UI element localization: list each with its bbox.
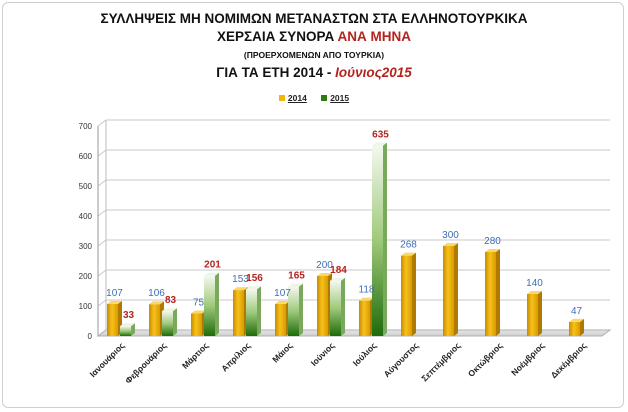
y-tick-label: 200 xyxy=(79,272,93,281)
data-label-2014: 140 xyxy=(526,278,543,289)
gridline-side xyxy=(97,119,107,127)
data-label-2014: 268 xyxy=(400,240,417,251)
bar-2014 xyxy=(233,287,248,336)
data-label-2014: 107 xyxy=(274,288,291,299)
data-label-2014: 153 xyxy=(232,274,249,285)
bar-2014 xyxy=(317,273,332,336)
x-tick-label: Ιανουάριος xyxy=(88,340,127,379)
x-tick-label: Μάρτιος xyxy=(180,340,211,371)
bar-2015 xyxy=(204,272,219,336)
data-label-2015: 201 xyxy=(204,260,221,271)
chart-title-line-4-red: Ιούνιος2015 xyxy=(335,65,412,80)
data-label-2014: 75 xyxy=(193,298,205,309)
bar-2014 xyxy=(191,310,206,336)
bar-2014 xyxy=(401,252,416,336)
legend-swatch-2014 xyxy=(278,94,285,101)
bar-2014 xyxy=(527,291,542,336)
bar-2015 xyxy=(162,308,177,336)
data-label-2015: 156 xyxy=(246,273,263,284)
chart-floor xyxy=(96,329,612,337)
x-tick-label: Φεβρουάριος xyxy=(123,340,169,386)
data-label-2014: 106 xyxy=(148,288,165,299)
y-tick-label: 400 xyxy=(79,212,93,221)
data-label-2015: 83 xyxy=(165,295,177,306)
data-label-2015: 33 xyxy=(123,310,135,321)
x-tick-label: Δεκέμβριος xyxy=(549,340,589,380)
bar-2015 xyxy=(288,283,303,336)
gridline-side xyxy=(97,149,107,157)
chart-title-line-4: ΓΙΑ ΤΑ ΕΤΗ 2014 - Ιούνιος2015 xyxy=(0,65,628,80)
chart-subtitle: (ΠΡΟΕΡΧΟΜΕΝΩΝ ΑΠΟ ΤΟΥΡΚΙΑ) xyxy=(243,50,385,60)
bar-2014 xyxy=(443,243,458,336)
data-label-2015: 184 xyxy=(330,265,347,276)
chart-title-line-4-plain: ΓΙΑ ΤΑ ΕΤΗ 2014 - xyxy=(216,65,336,80)
data-label-2014: 200 xyxy=(316,260,333,271)
x-tick-label: Μάιος xyxy=(270,340,295,365)
chart-title-line-2-red: ΑΝΑ ΜΗΝΑ xyxy=(337,29,411,44)
data-label-2015: 635 xyxy=(372,130,389,141)
y-tick-label: 0 xyxy=(88,332,93,341)
data-label-2014: 300 xyxy=(442,230,459,241)
gridline-side xyxy=(97,179,107,187)
data-label-2014: 280 xyxy=(484,236,501,247)
bar-2014 xyxy=(107,300,122,336)
x-tick-label: Νοέμβριος xyxy=(509,340,547,378)
bar-2015 xyxy=(372,142,387,336)
bar-2014 xyxy=(275,300,290,336)
gridline-side xyxy=(97,239,107,247)
chart-title-line-1: ΣΥΛΛΗΨΕΙΣ ΜΗ ΝΟΜΙΜΩΝ ΜΕΤΑΝΑΣΤΩΝ ΣΤΑ ΕΛΛΗ… xyxy=(100,11,528,26)
legend-item-2015: 2015 xyxy=(321,92,349,103)
y-tick-label: 600 xyxy=(79,152,93,161)
data-label-2015: 165 xyxy=(288,271,305,282)
bar-2014 xyxy=(359,297,374,336)
y-tick-label: 500 xyxy=(79,182,93,191)
bar-2015 xyxy=(120,323,135,336)
y-tick-label: 100 xyxy=(79,302,93,311)
x-tick-label: Ιούνιος xyxy=(309,340,337,368)
bar-2015 xyxy=(246,286,261,336)
x-tick-label: Σεπτέμβριος xyxy=(419,340,462,383)
legend-swatch-2015 xyxy=(321,94,328,101)
x-tick-label: Οκτώβριος xyxy=(466,340,505,379)
legend-label-2015: 2015 xyxy=(330,92,350,103)
gridline-side xyxy=(97,269,107,277)
legend-item-2014: 2014 xyxy=(278,92,307,103)
x-tick-label: Απρίλιος xyxy=(219,340,253,374)
x-tick-label: Αύγουστος xyxy=(382,340,421,379)
y-tick-label: 300 xyxy=(79,242,93,251)
bar-2014 xyxy=(569,318,584,336)
chart-title-line-2: ΧΕΡΣΑΙΑ ΣΥΝΟΡΑ ΑΝΑ ΜΗΝΑ xyxy=(0,29,628,44)
data-label-2014: 107 xyxy=(106,288,123,299)
bar-2014 xyxy=(485,249,500,336)
gridline-side xyxy=(97,209,107,217)
x-tick-label: Ιούλιος xyxy=(351,340,379,368)
gridline-side xyxy=(97,299,107,307)
y-tick-label: 700 xyxy=(79,122,93,131)
bar-2015 xyxy=(330,277,345,336)
legend-label-2014: 2014 xyxy=(287,92,307,103)
chart-legend: 2014 2015 xyxy=(0,92,628,103)
data-label-2014: 118 xyxy=(359,285,375,296)
bar-2014 xyxy=(149,301,164,336)
data-label-2014: 47 xyxy=(571,306,583,317)
chart-title-line-2-plain: ΧΕΡΣΑΙΑ ΣΥΝΟΡΑ xyxy=(217,29,338,44)
